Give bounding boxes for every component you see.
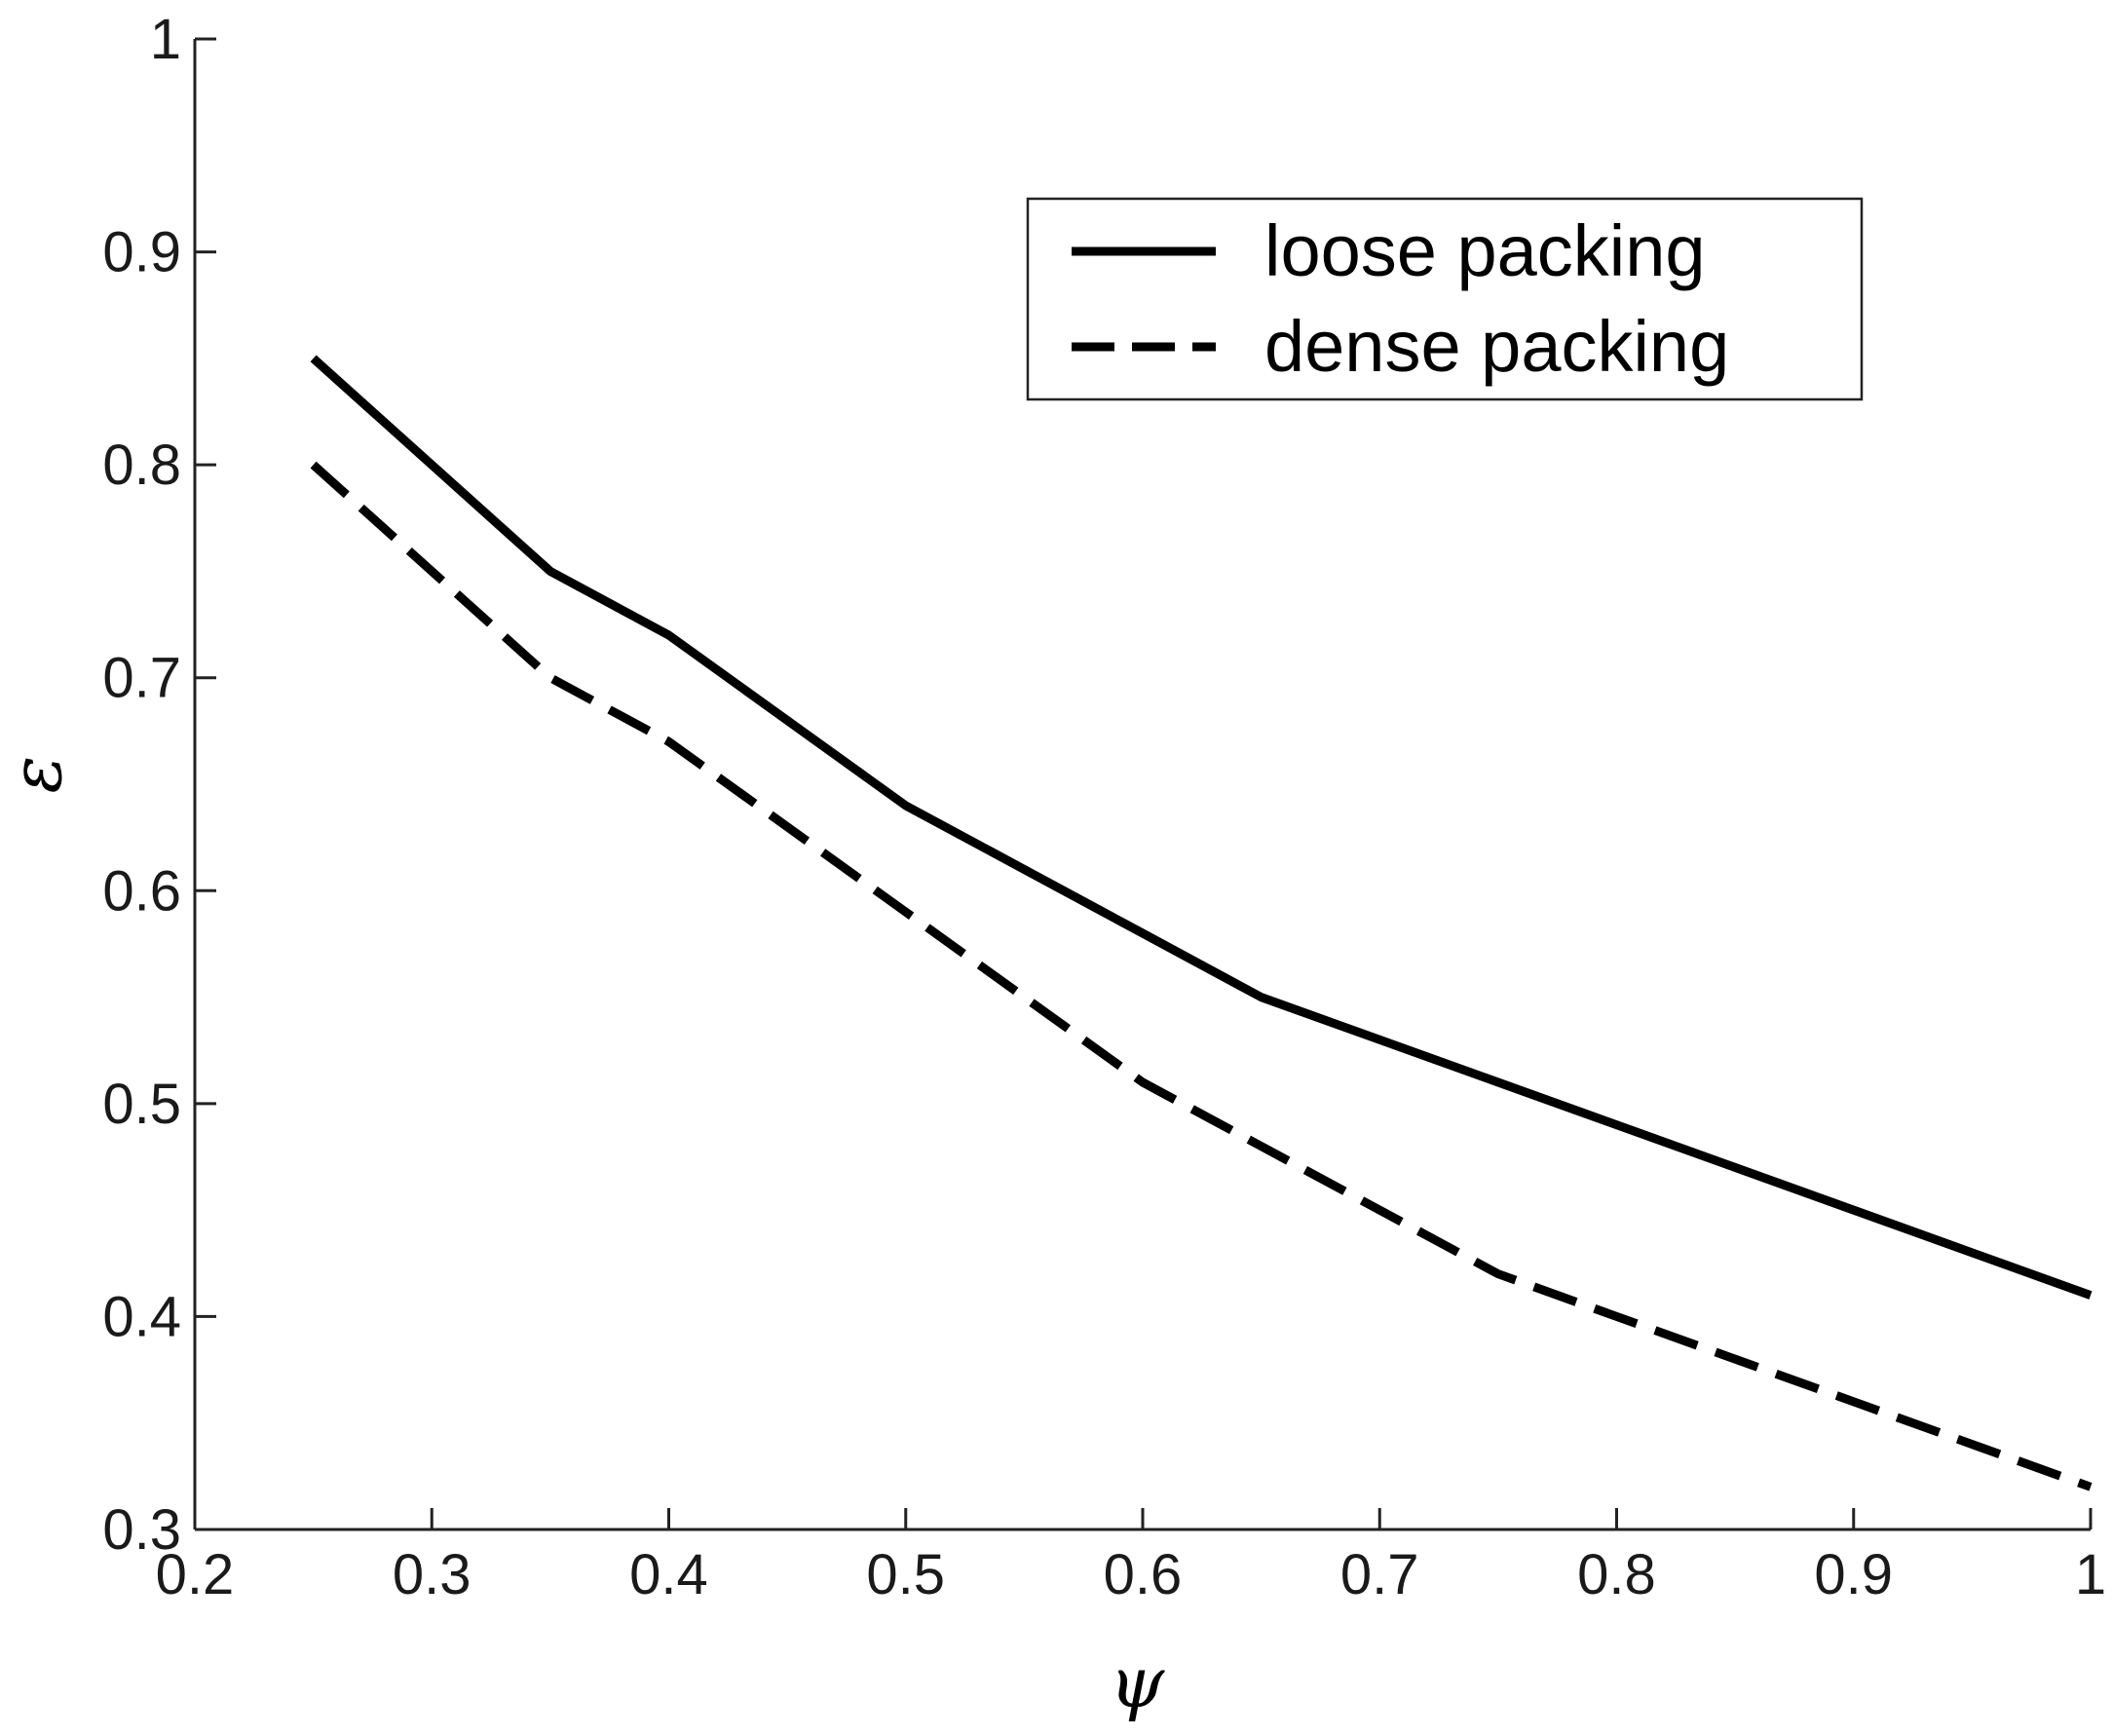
x-tick-label: 0.7 bbox=[1340, 1543, 1419, 1606]
series-line-loose-packing bbox=[310, 355, 2093, 1300]
legend-label: dense packing bbox=[1264, 306, 1729, 387]
y-tick-label: 0.9 bbox=[102, 221, 181, 284]
legend-box bbox=[1026, 197, 1864, 401]
x-tick-label: 0.5 bbox=[866, 1543, 945, 1606]
x-tick-label: 0.9 bbox=[1814, 1543, 1893, 1606]
y-tick-label: 0.8 bbox=[102, 434, 181, 497]
x-tick-label: 0.8 bbox=[1577, 1543, 1656, 1606]
y-tick-label: 0.3 bbox=[102, 1498, 181, 1562]
y-tick-label: 0.4 bbox=[102, 1285, 181, 1348]
y-tick-label: 0.5 bbox=[102, 1073, 181, 1136]
x-tick-label: 0.3 bbox=[393, 1543, 471, 1606]
legend-label: loose packing bbox=[1264, 210, 1706, 291]
ticks: 0.2 0.3 0.4 0.5 0.6 0.7 0.8 0.9 10.30.40.50.60.7… bbox=[102, 8, 2106, 1606]
x-tick-label: 0.6 bbox=[1104, 1543, 1183, 1606]
series-line-dense-packing bbox=[310, 461, 2093, 1491]
legend: loose packing dense packing bbox=[1026, 197, 1864, 401]
x-tick-label: 1 bbox=[2075, 1543, 2106, 1606]
x-tick-label: 0.4 bbox=[629, 1543, 708, 1606]
y-tick-label: 1 bbox=[150, 8, 181, 71]
y-tick-label: 0.7 bbox=[102, 647, 181, 710]
x-tick-label: 0.2 bbox=[156, 1543, 235, 1606]
series-lines bbox=[310, 355, 2093, 1491]
x-axis-label: ψ bbox=[1110, 1642, 1166, 1723]
y-tick-label: 0.6 bbox=[102, 859, 181, 923]
y-axis-label: ε bbox=[0, 756, 77, 794]
